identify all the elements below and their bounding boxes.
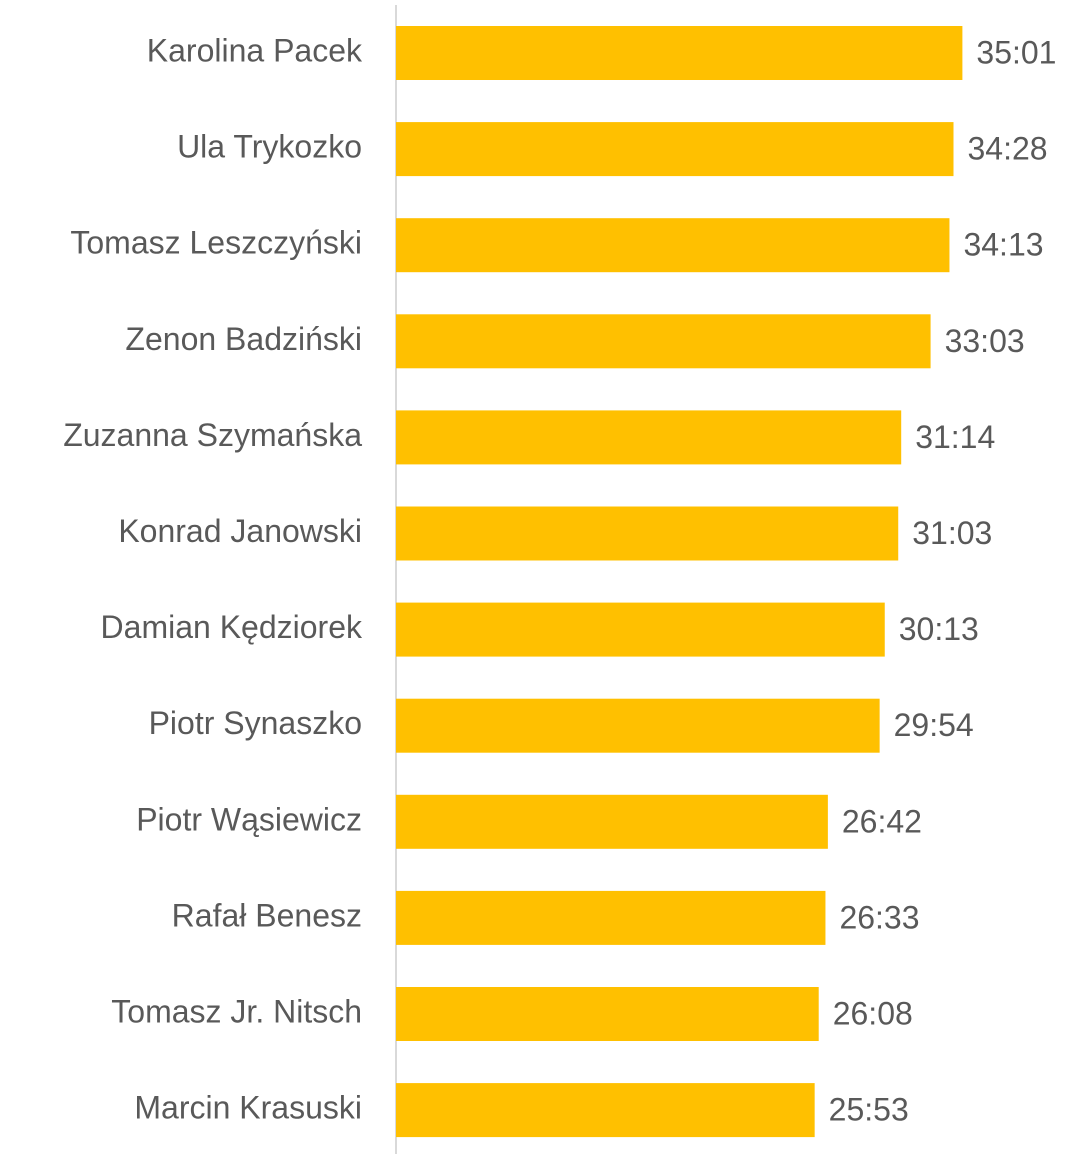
category-label: Karolina Pacek [147,32,363,68]
bar [396,122,954,177]
category-label: Piotr Synaszko [149,705,362,741]
value-label: 29:54 [894,707,974,743]
category-label: Rafał Benesz [172,897,362,933]
bar [396,314,931,369]
bar [396,890,826,945]
category-label: Konrad Janowski [118,513,362,549]
category-label: Damian Kędziorek [101,609,363,645]
bar [396,26,963,80]
category-label: Zuzanna Szymańska [63,417,362,453]
value-label: 33:03 [945,323,1025,359]
value-label: 34:13 [963,227,1043,263]
category-label: Ula Trykozko [177,129,362,165]
category-label: Tomasz Jr. Nitsch [111,993,362,1029]
bar [396,987,819,1041]
value-label: 31:03 [912,515,992,551]
category-label: Piotr Wąsiewicz [136,801,362,837]
bar [396,218,950,273]
category-label: Tomasz Leszczyński [70,225,362,261]
bar [396,506,899,561]
value-label: 30:13 [899,611,979,647]
value-label: 26:08 [833,995,913,1031]
value-label: 31:14 [915,419,995,455]
value-label: 35:01 [976,34,1056,70]
bar [396,698,880,753]
bar [396,602,885,657]
bar [396,410,902,465]
bar [396,1083,815,1138]
category-label: Zenon Badziński [125,321,362,357]
value-label: 26:42 [842,803,922,839]
bar [396,794,828,849]
value-label: 26:33 [839,899,919,935]
category-label: Marcin Krasuski [134,1090,362,1126]
value-label: 34:28 [967,131,1047,167]
value-label: 25:53 [829,1092,909,1128]
